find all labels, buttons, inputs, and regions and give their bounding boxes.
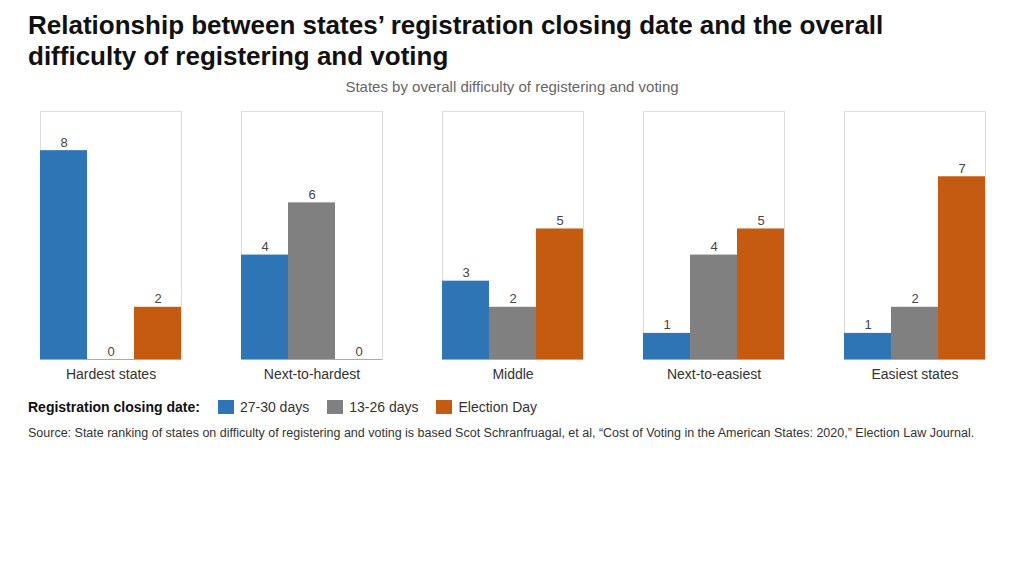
svg-text:8: 8: [60, 135, 67, 150]
svg-text:2: 2: [154, 292, 161, 307]
svg-text:5: 5: [757, 213, 764, 228]
svg-text:4: 4: [710, 239, 717, 254]
svg-text:2: 2: [911, 292, 918, 307]
html-text:States by overall difficulty o: States by overall difficulty of register…: [345, 78, 679, 96]
html-text:27-30 days: 27-30 days: [239, 399, 310, 416]
html-text:Relationship between states’ r: Relationship between states’ registratio…: [28, 10, 884, 72]
svg-text:Hardest states: Hardest states: [66, 367, 156, 383]
html-text:Election Day: Election Day: [458, 399, 538, 416]
svg-text:1: 1: [864, 318, 871, 333]
svg-text:2: 2: [509, 292, 516, 307]
html-text:13-26 days: 13-26 days: [349, 399, 419, 416]
svg-text:0: 0: [107, 344, 114, 359]
svg-text:0: 0: [355, 344, 362, 359]
html-text:Registration closing date:: Registration closing date:: [28, 399, 200, 416]
svg-text:4: 4: [261, 239, 268, 254]
svg-text:Next-to-hardest: Next-to-hardest: [264, 367, 361, 383]
svg-text:7: 7: [958, 161, 965, 176]
svg-text:Middle: Middle: [492, 367, 533, 383]
svg-text:6: 6: [308, 187, 315, 202]
svg-text:Next-to-easiest: Next-to-easiest: [667, 367, 761, 383]
svg-text:3: 3: [462, 266, 469, 281]
html-text:Source: State ranking of state: Source: State ranking of states on diffi…: [28, 426, 975, 441]
svg-text:1: 1: [663, 318, 670, 333]
svg-text:Easiest states: Easiest states: [871, 367, 958, 383]
svg-text:5: 5: [556, 213, 563, 228]
